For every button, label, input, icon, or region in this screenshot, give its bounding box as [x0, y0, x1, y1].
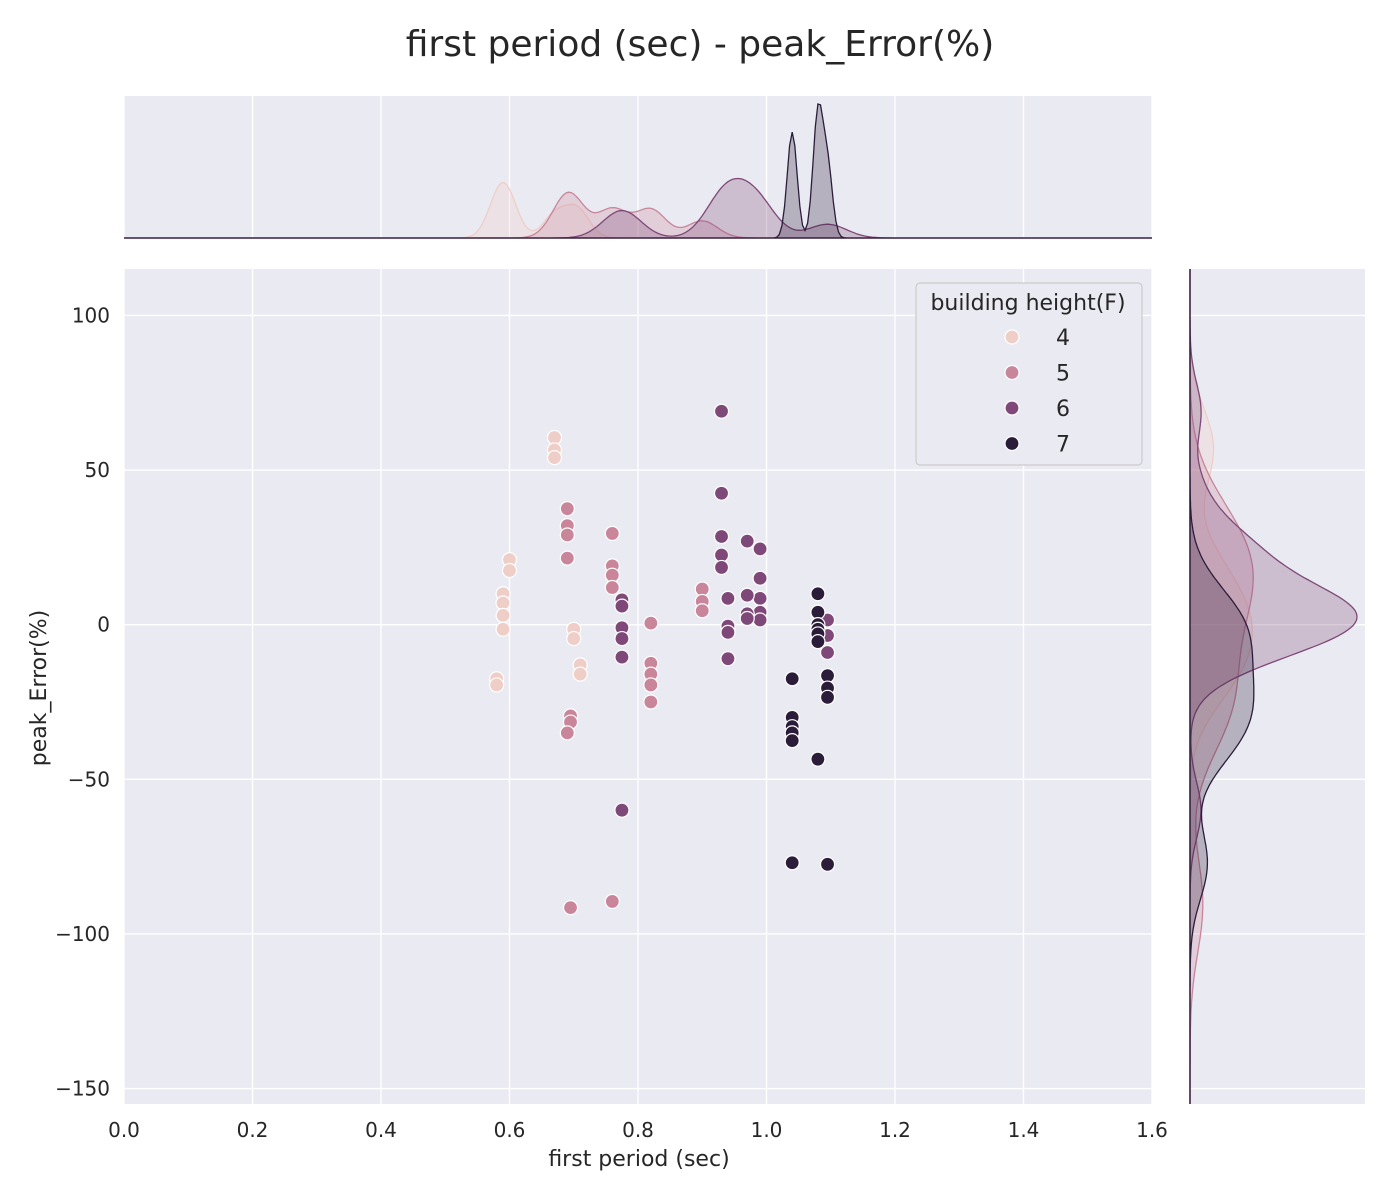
data-point: [643, 677, 659, 693]
data-point: [739, 533, 755, 549]
legend-item-7: 7: [1004, 433, 1070, 458]
data-point: [752, 612, 768, 628]
data-point: [810, 634, 826, 650]
data-point: [713, 528, 730, 545]
data-point: [713, 485, 730, 501]
legend-marker: [1004, 435, 1020, 452]
data-point: [739, 587, 755, 603]
data-point: [614, 630, 630, 647]
legend-label: 6: [1056, 397, 1070, 422]
data-point: [495, 607, 511, 623]
data-point: [614, 649, 630, 665]
x-tick-label: 1.6: [1136, 1118, 1168, 1142]
data-point: [752, 570, 768, 586]
data-point: [572, 666, 588, 682]
legend-item-4: 4: [1004, 326, 1070, 351]
y-axis-label: peak_Error(%): [27, 610, 52, 766]
data-point: [604, 579, 620, 596]
data-point: [752, 590, 768, 606]
legend-title: building height(F): [930, 291, 1125, 316]
data-point: [643, 615, 659, 631]
legend-marker: [1004, 364, 1020, 381]
chart-title: first period (sec) - peak_Error(%): [406, 24, 995, 65]
legend-label: 5: [1056, 362, 1070, 387]
data-point: [720, 651, 736, 667]
y-tick-label: 0: [97, 613, 110, 637]
x-tick-label: 0.4: [365, 1118, 397, 1142]
top-kde-series-7: [124, 103, 1152, 239]
legend-marker: [1004, 329, 1020, 345]
data-point: [489, 677, 505, 693]
right-kde-series-5: [1189, 269, 1254, 1104]
data-point: [559, 725, 575, 741]
right-kde-series-7: [1189, 269, 1255, 1104]
data-point: [562, 900, 579, 916]
x-axis-label: first period (sec): [548, 1147, 729, 1172]
legend-marker: [1004, 400, 1020, 416]
x-tick-label: 0.2: [237, 1118, 269, 1142]
data-point: [720, 590, 736, 606]
data-point: [566, 630, 582, 647]
x-tick-label: 1.4: [1008, 1118, 1040, 1142]
data-point: [495, 621, 511, 637]
y-tick-label: −50: [68, 767, 110, 791]
data-point: [694, 603, 710, 619]
series-6: [614, 403, 836, 818]
x-tick-label: 1.2: [879, 1118, 911, 1142]
data-point: [784, 733, 800, 749]
x-tick-label: 0.0: [108, 1118, 140, 1142]
y-tick-label: 100: [72, 303, 110, 327]
data-point: [810, 751, 826, 767]
right-marginal-panel: [1189, 269, 1365, 1104]
series-7: [784, 586, 836, 872]
data-point: [819, 689, 836, 705]
y-tick-label: −150: [55, 1077, 110, 1101]
data-point: [819, 856, 836, 872]
y-tick-label: 50: [85, 458, 110, 482]
top-marginal-panel: [123, 96, 1153, 239]
series-5: [559, 501, 710, 916]
x-tick-label: 1.0: [751, 1118, 783, 1142]
data-point: [501, 562, 518, 579]
data-point: [819, 644, 836, 661]
data-point: [784, 671, 800, 687]
legend-label: 7: [1056, 433, 1070, 458]
data-point: [643, 694, 659, 710]
data-point: [546, 450, 563, 466]
data-point: [604, 525, 620, 542]
data-point: [752, 541, 768, 557]
data-point: [559, 527, 575, 543]
data-point: [713, 559, 730, 576]
legend-item-5: 5: [1004, 362, 1070, 387]
data-point: [614, 802, 630, 818]
legend-box: [915, 282, 1143, 466]
data-point: [604, 893, 620, 910]
x-tick-label: 0.8: [622, 1118, 654, 1142]
data-point: [713, 403, 730, 419]
data-point: [739, 610, 755, 627]
legend-label: 4: [1056, 326, 1070, 351]
data-point: [784, 855, 800, 871]
data-point: [810, 586, 826, 602]
x-tick-label: 0.6: [494, 1118, 526, 1142]
y-tick-label: −100: [55, 922, 110, 946]
data-point: [559, 550, 575, 566]
legend: building height(F) 4 5 6 7: [915, 282, 1143, 466]
data-point: [614, 598, 630, 614]
series-4: [489, 429, 588, 693]
data-point: [559, 501, 575, 517]
legend-item-6: 6: [1004, 397, 1070, 422]
data-point: [720, 624, 736, 640]
